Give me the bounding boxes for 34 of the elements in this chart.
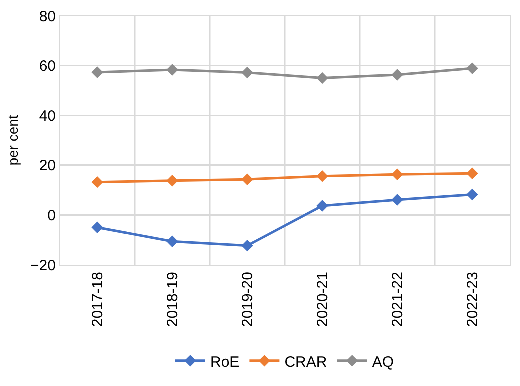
point bbox=[392, 194, 404, 206]
point bbox=[242, 174, 254, 186]
x-tick-label: 2017-18 bbox=[89, 272, 106, 328]
x-tick-label: 2020-21 bbox=[314, 272, 332, 328]
point bbox=[316, 72, 328, 84]
point bbox=[466, 62, 478, 74]
point bbox=[166, 236, 178, 248]
point bbox=[92, 176, 104, 188]
point bbox=[166, 174, 178, 187]
point bbox=[242, 66, 254, 79]
x-tick-label: 2021-22 bbox=[389, 272, 406, 328]
y-tick-label: 40 bbox=[39, 108, 56, 125]
y-axis-title: per cent bbox=[5, 115, 22, 166]
point bbox=[392, 69, 404, 81]
point bbox=[92, 66, 104, 78]
y-tick-label: 20 bbox=[39, 158, 56, 175]
point bbox=[392, 168, 404, 180]
x-tick-label: 2019-20 bbox=[239, 272, 256, 328]
point bbox=[316, 170, 328, 182]
point bbox=[316, 200, 328, 212]
point bbox=[466, 188, 478, 201]
y-tick-label: 60 bbox=[39, 58, 56, 76]
x-tick-label: 2018-19 bbox=[164, 272, 182, 328]
point bbox=[466, 168, 478, 180]
legend-label: AQ bbox=[372, 354, 394, 371]
point bbox=[242, 240, 254, 252]
y-tick-label: 0 bbox=[48, 207, 56, 224]
point bbox=[166, 64, 178, 76]
legend-label: CRAR bbox=[284, 354, 328, 371]
y-tick-label: 80 bbox=[39, 8, 56, 26]
legend-label: RoE bbox=[210, 354, 240, 371]
x-tick-label: 2022-23 bbox=[464, 272, 482, 328]
y-tick-label: −20 bbox=[30, 257, 56, 274]
point bbox=[92, 222, 104, 234]
